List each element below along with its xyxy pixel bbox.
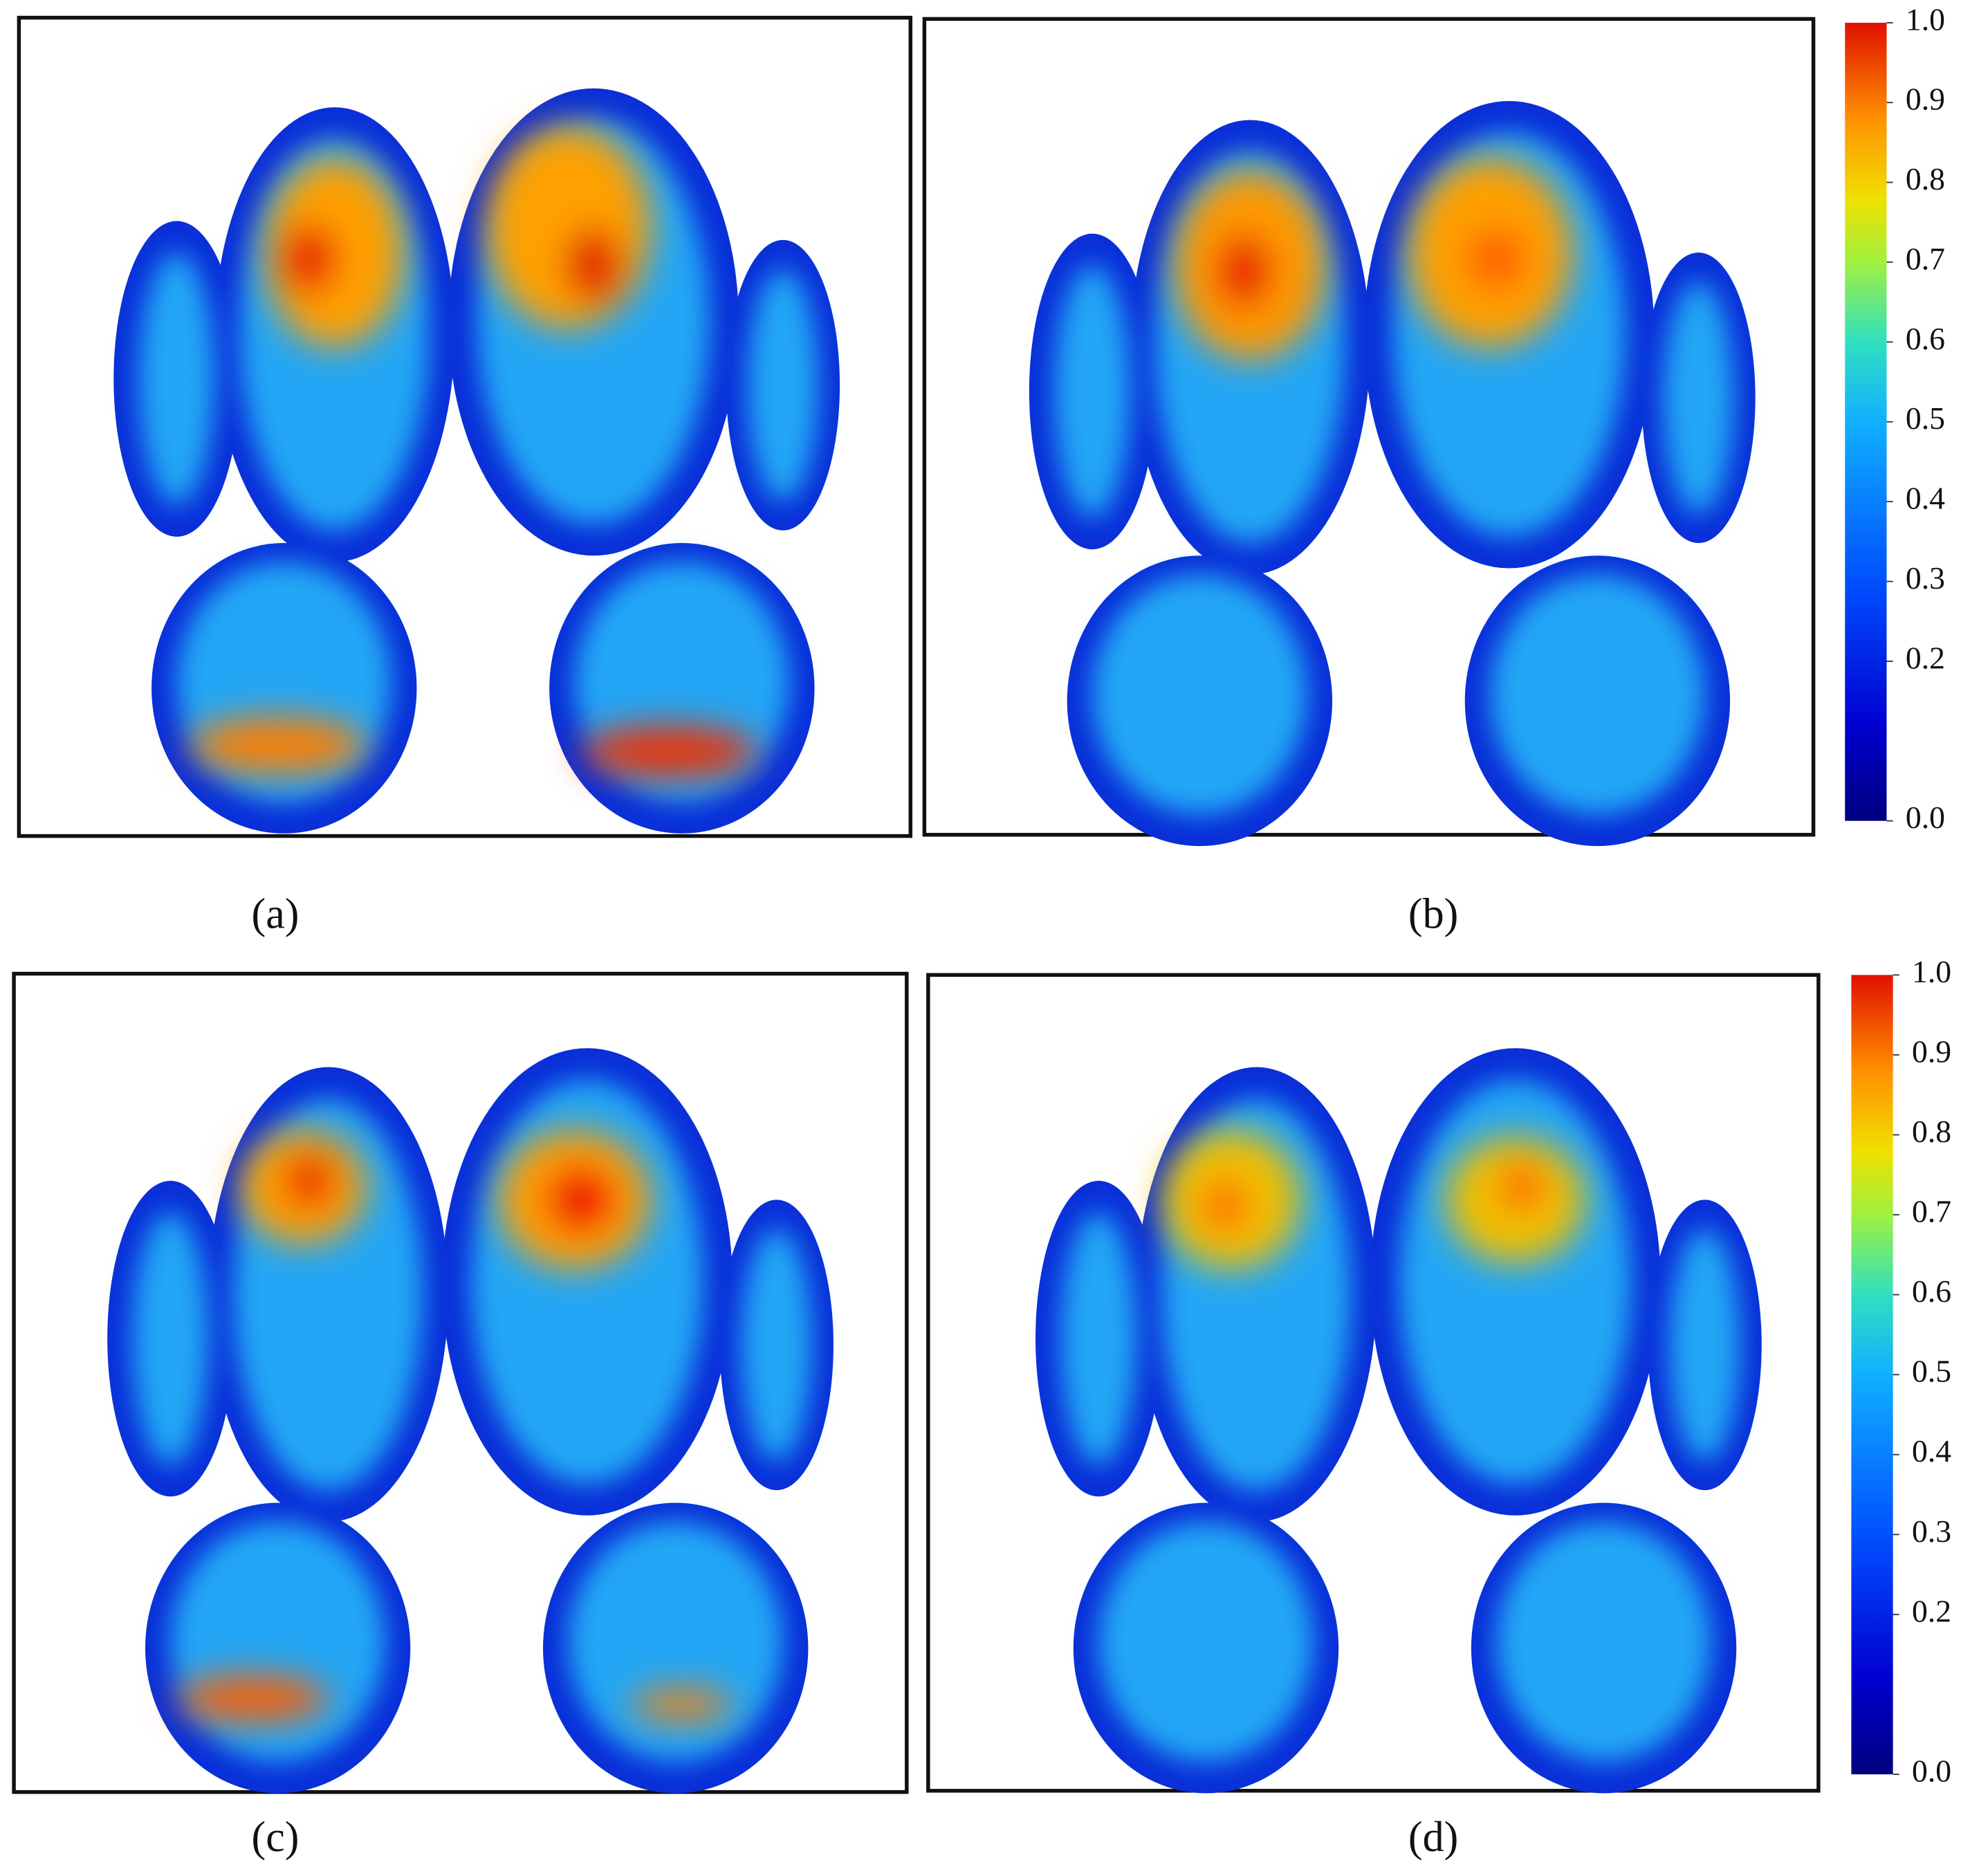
tick-label: 0.7 (1906, 241, 1945, 276)
tick-label: 1.0 (1906, 1, 1945, 37)
tick-label: 0.5 (1906, 401, 1945, 436)
tick-label: 0.0 (1912, 1753, 1951, 1788)
tick-label: 0.2 (1906, 640, 1945, 675)
hot-spots (1161, 1130, 1585, 1269)
tick-label: 1.0 (1912, 954, 1951, 989)
hot-spots (189, 126, 758, 777)
panel-a: (a) (17, 15, 913, 937)
colorbar (1845, 22, 1887, 821)
tick-label: 0.7 (1912, 1194, 1951, 1229)
tick-label: 0.4 (1912, 1433, 1951, 1469)
panel-label: (b) (1408, 890, 1458, 937)
colorbar (1851, 975, 1893, 1775)
tick-label: 0.2 (1912, 1593, 1951, 1628)
hot-spots (176, 1130, 733, 1722)
tick-label: 0.8 (1906, 161, 1945, 196)
tick-label: 0.5 (1912, 1354, 1951, 1389)
tick-label: 0.6 (1912, 1273, 1951, 1309)
tick-label: 0.9 (1906, 82, 1945, 117)
tick-label: 0.3 (1906, 560, 1945, 596)
tick-label: 0.4 (1906, 481, 1945, 516)
hot-spots (1174, 158, 1572, 360)
tick-label: 0.3 (1912, 1514, 1951, 1549)
panel-b: (b) (922, 17, 1816, 937)
tick-label: 0.0 (1906, 800, 1945, 835)
panel-d: (d) (926, 973, 1821, 1861)
panel-label: (c) (252, 1814, 300, 1861)
tick-label: 0.6 (1906, 321, 1945, 356)
tick-label: 0.9 (1912, 1033, 1951, 1069)
panel-label: (d) (1408, 1814, 1458, 1861)
panel-label: (a) (252, 890, 300, 937)
tick-label: 0.8 (1912, 1114, 1951, 1149)
panel-c: (c) (12, 971, 909, 1861)
